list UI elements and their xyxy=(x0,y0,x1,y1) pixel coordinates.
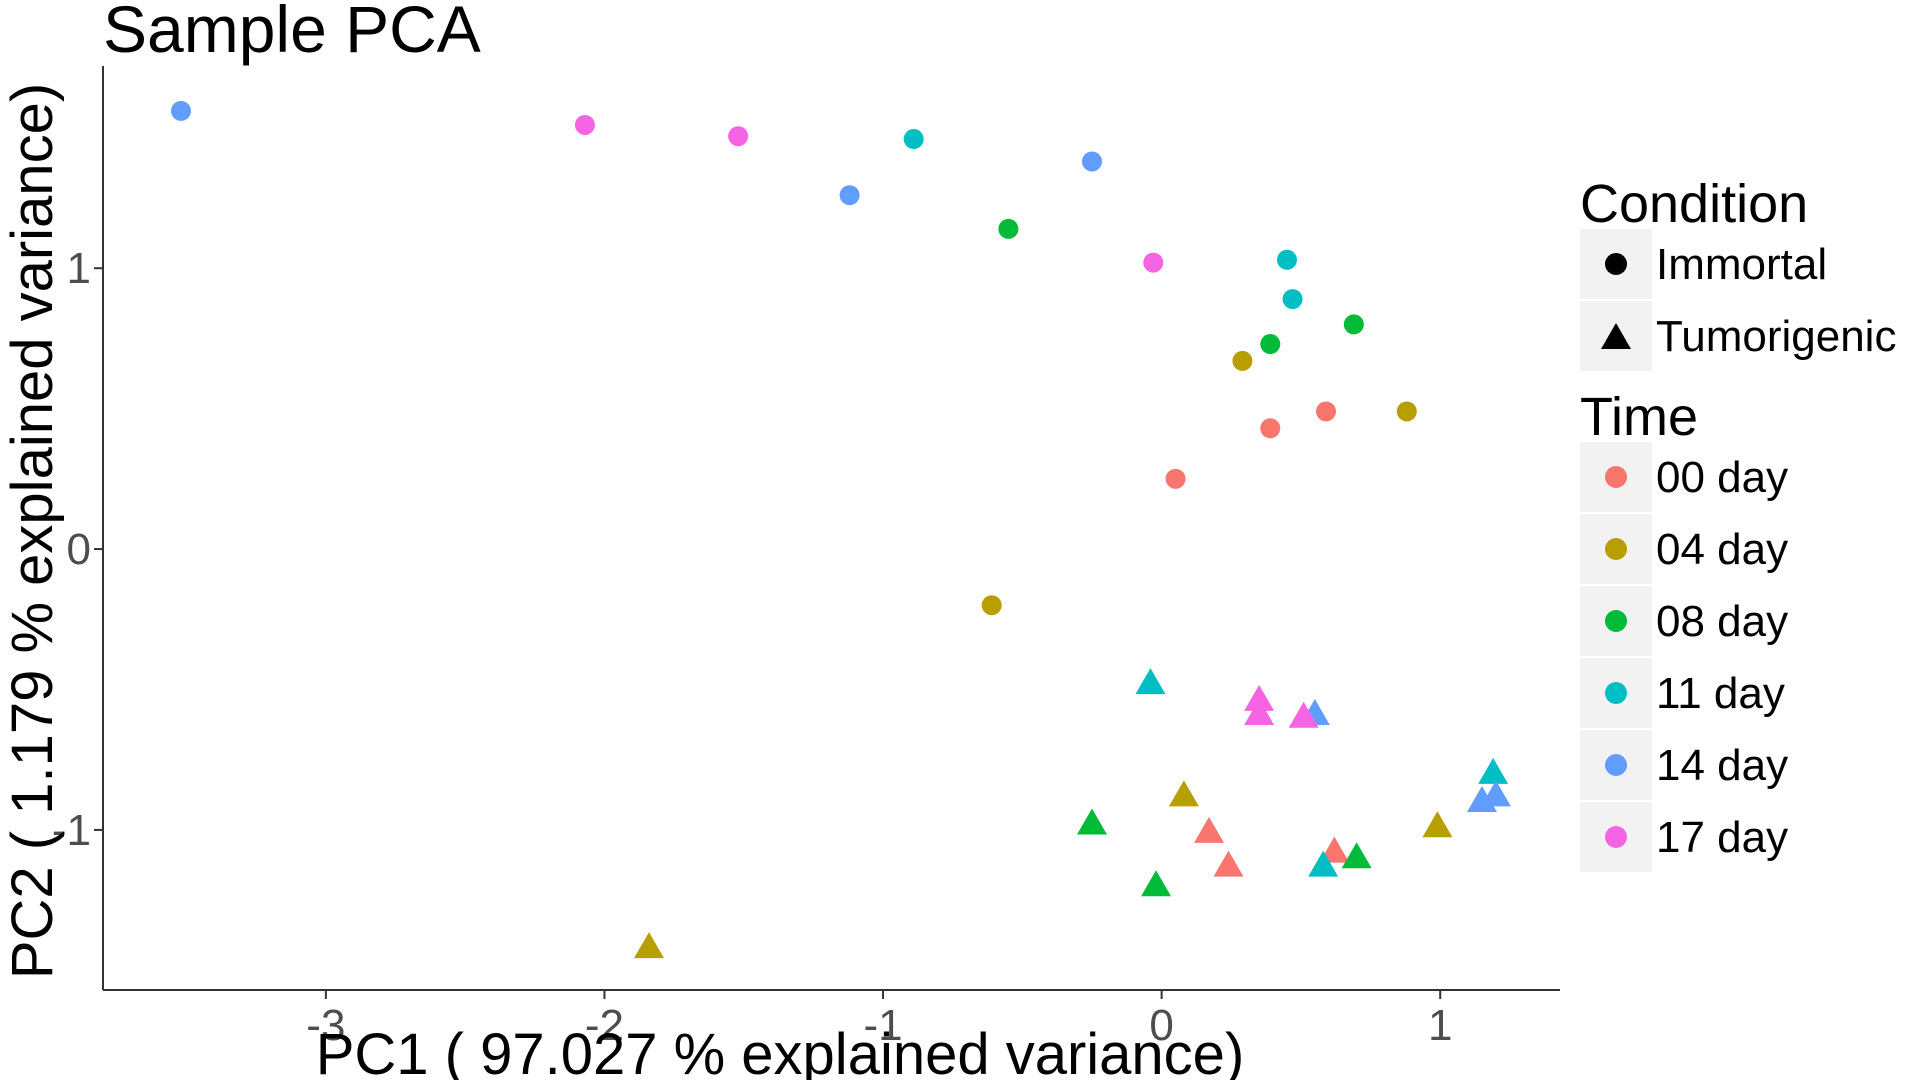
point-immortal xyxy=(1143,252,1164,273)
x-tick-label: 0 xyxy=(1149,1001,1173,1050)
time-legend-title: Time xyxy=(1580,387,1698,447)
time-legend-swatch xyxy=(1605,538,1627,560)
point-immortal xyxy=(171,100,192,121)
point-tumorigenic xyxy=(1244,698,1275,725)
point-immortal xyxy=(981,595,1002,616)
point-immortal xyxy=(574,114,595,135)
time-legend-label: 17 day xyxy=(1656,813,1788,862)
x-tick-label: -1 xyxy=(863,1001,902,1050)
condition-legend-title: Condition xyxy=(1580,174,1808,234)
point-immortal xyxy=(903,129,924,150)
time-legend-swatch xyxy=(1605,466,1627,488)
condition-legend-label: Tumorigenic xyxy=(1656,312,1896,361)
point-immortal xyxy=(1081,151,1102,172)
x-tick-label: -3 xyxy=(306,1001,345,1050)
point-tumorigenic xyxy=(1478,757,1509,784)
axes: -3 -2 -1 0 1 -1 0 1 xyxy=(52,66,1560,1050)
time-legend-label: 11 day xyxy=(1656,669,1785,718)
legend: Condition Immortal Tumorigenic Time 00 day 04… xyxy=(1580,174,1896,872)
point-tumorigenic xyxy=(1076,808,1107,835)
time-legend-swatch xyxy=(1605,682,1627,704)
y-tick-label: 0 xyxy=(67,525,91,574)
x-tick-label: -2 xyxy=(585,1001,624,1050)
point-immortal xyxy=(1260,418,1281,439)
time-legend-swatch xyxy=(1605,826,1627,848)
point-tumorigenic xyxy=(1288,701,1319,728)
condition-legend-triangle-icon xyxy=(1601,323,1631,349)
point-immortal xyxy=(1396,401,1417,422)
time-legend-label: 14 day xyxy=(1656,741,1788,790)
y-tick-label: 1 xyxy=(67,244,91,293)
point-immortal xyxy=(998,218,1019,239)
point-tumorigenic xyxy=(1422,811,1453,838)
time-legend-label: 04 day xyxy=(1656,525,1788,574)
chart-title: Sample PCA xyxy=(103,0,481,66)
y-tick-label: -1 xyxy=(52,806,91,855)
point-tumorigenic xyxy=(1308,850,1339,877)
point-tumorigenic xyxy=(1319,836,1350,863)
point-immortal xyxy=(1282,289,1303,310)
point-immortal xyxy=(728,126,749,147)
data-points xyxy=(171,100,1511,959)
point-immortal xyxy=(1165,468,1186,489)
time-legend-swatch xyxy=(1605,610,1627,632)
point-tumorigenic xyxy=(1244,684,1275,711)
point-tumorigenic xyxy=(1141,870,1172,897)
point-immortal xyxy=(1260,334,1281,355)
condition-legend-label: Immortal xyxy=(1656,240,1827,289)
point-immortal xyxy=(839,185,860,206)
point-tumorigenic xyxy=(1213,850,1244,877)
y-axis-label: PC2 ( 1.179 % explained variance) xyxy=(0,83,65,979)
point-tumorigenic xyxy=(1168,780,1199,807)
point-immortal xyxy=(1276,249,1297,270)
point-immortal xyxy=(1315,401,1336,422)
x-axis-label: PC1 ( 97.027 % explained variance) xyxy=(316,1022,1245,1080)
time-legend-label: 00 day xyxy=(1656,453,1788,502)
point-immortal xyxy=(1232,350,1253,371)
condition-legend-circle-icon xyxy=(1605,253,1627,275)
time-legend-swatch xyxy=(1605,754,1627,776)
point-immortal xyxy=(1343,314,1364,335)
point-tumorigenic xyxy=(1466,786,1497,813)
point-tumorigenic xyxy=(1135,668,1166,695)
time-legend-label: 08 day xyxy=(1656,597,1788,646)
point-tumorigenic xyxy=(1193,816,1224,843)
point-tumorigenic xyxy=(634,932,665,959)
point-tumorigenic xyxy=(1341,842,1372,869)
x-tick-label: 1 xyxy=(1428,1001,1452,1050)
